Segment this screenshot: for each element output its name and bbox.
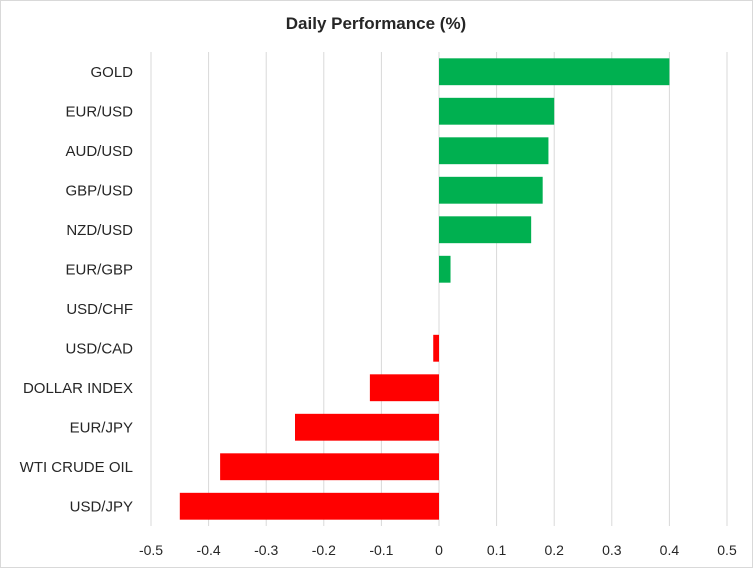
bar-dollar-index: [369, 374, 439, 402]
x-tick-label: 0.2: [544, 542, 564, 558]
x-tick-label: -0.5: [139, 542, 163, 558]
bar-eur-gbp: [439, 255, 451, 283]
category-labels: GOLD EUR/USD AUD/USD GBP/USD NZD/USD EUR/GBP U…: [20, 64, 134, 516]
x-tick-label: 0.4: [660, 542, 680, 558]
x-tick-label: -0.2: [312, 542, 336, 558]
bars: [179, 58, 670, 520]
bar-aud-usd: [439, 137, 549, 165]
category-label: DOLLAR INDEX: [23, 380, 133, 397]
category-label: EUR/JPY: [70, 419, 133, 436]
bar-gold: [439, 58, 670, 86]
category-label: AUD/USD: [65, 143, 133, 160]
x-tick-label: 0: [435, 542, 443, 558]
gridlines: [150, 52, 728, 526]
category-label: NZD/USD: [66, 222, 133, 239]
x-tick-label: 0.1: [487, 542, 507, 558]
bar-usd-jpy: [179, 492, 440, 520]
x-tick-label: -0.4: [197, 542, 221, 558]
category-label: WTI CRUDE OIL: [20, 459, 133, 476]
chart-title: Daily Performance (%): [286, 14, 466, 33]
category-label: EUR/USD: [65, 103, 133, 120]
category-label: USD/CHF: [66, 301, 133, 318]
bar-gbp-usd: [439, 176, 543, 204]
x-tick-labels: -0.5 -0.4 -0.3 -0.2 -0.1 0 0.1 0.2 0.3 0.4 0.5: [139, 542, 737, 558]
bar-usd-cad: [433, 334, 439, 362]
bar-wti-crude-oil: [220, 453, 439, 481]
x-tick-label: -0.1: [369, 542, 393, 558]
category-label: GBP/USD: [65, 182, 133, 199]
category-label: USD/CAD: [65, 340, 133, 357]
bar-eur-jpy: [295, 413, 439, 441]
x-tick-label: -0.3: [254, 542, 278, 558]
x-tick-label: 0.5: [717, 542, 737, 558]
bar-nzd-usd: [439, 216, 532, 244]
x-tick-label: 0.3: [602, 542, 622, 558]
category-label: GOLD: [90, 64, 133, 81]
category-label: EUR/GBP: [65, 261, 133, 278]
category-label: USD/JPY: [70, 498, 133, 515]
bar-eur-usd: [439, 97, 555, 125]
